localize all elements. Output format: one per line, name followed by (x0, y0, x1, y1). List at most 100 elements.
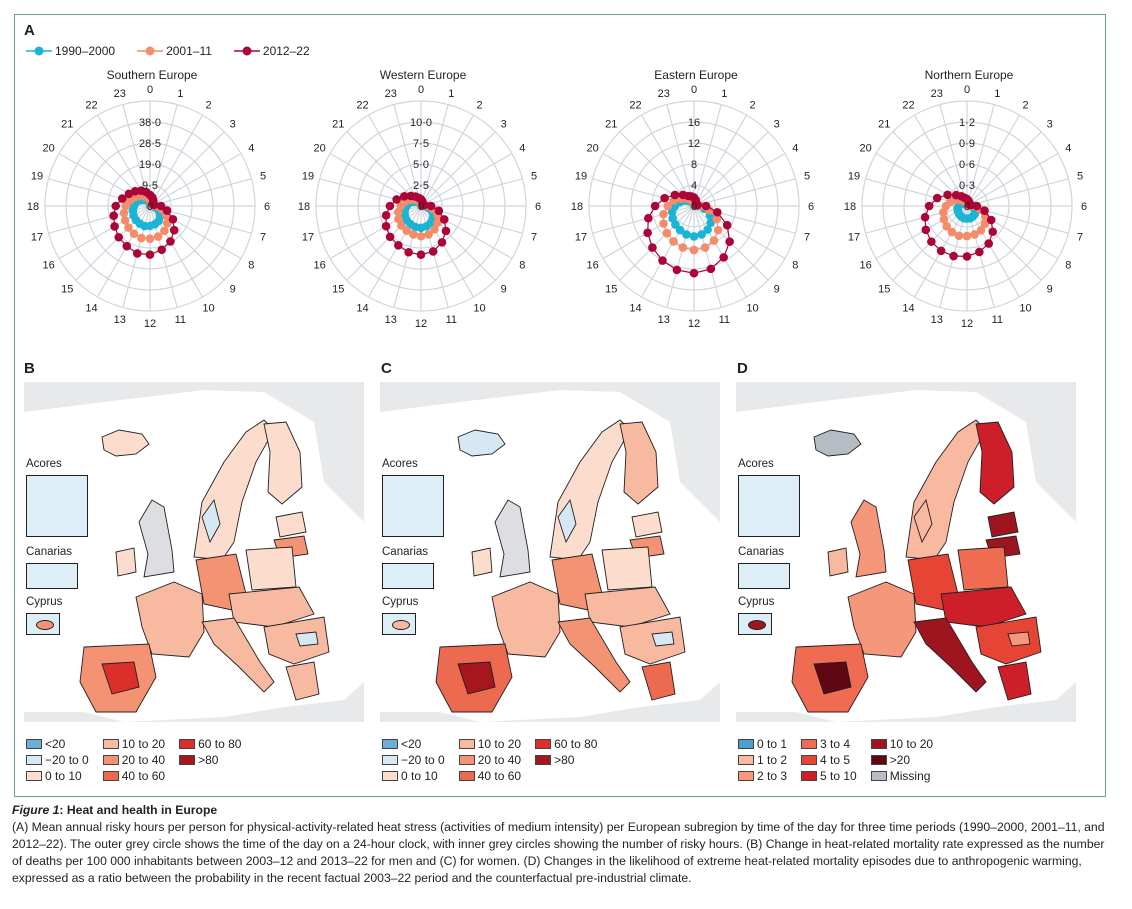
data-point (689, 232, 699, 241)
grid-spoke (393, 104, 422, 207)
hour-label: 11 (446, 314, 457, 326)
hour-label: 10 (202, 302, 214, 314)
cyprus-island (36, 620, 54, 630)
tick-label: 19·0 (139, 159, 161, 171)
legend-label: 2012–22 (262, 44, 310, 58)
hour-label: 22 (902, 100, 914, 112)
legend-swatch (870, 755, 887, 765)
data-point (120, 216, 130, 225)
radial-chart-eastern-europe: Eastern Europe 0 1 2 3 4 5 6 7 8 9 10 11 12 13 14 15 16 1… (561, 66, 831, 346)
legend-label: −20 to 0 (45, 753, 89, 767)
hour-label: 1 (177, 88, 183, 100)
map-panel-c: Acores Canarias Cyprus (380, 382, 720, 722)
data-point (980, 219, 990, 229)
hour-label: 8 (1065, 260, 1071, 272)
data-point (939, 215, 949, 224)
inset-canarias (26, 563, 78, 589)
legend-item: 10 to 20 (458, 736, 521, 752)
non-eu-land (736, 382, 1076, 722)
region-france (135, 581, 205, 658)
data-point (160, 226, 169, 236)
data-point (132, 249, 142, 258)
hour-label: 11 (175, 314, 186, 326)
legend-item: 40 to 60 (458, 768, 521, 784)
caption-label: Figure 1 (12, 803, 60, 817)
tick-label: 12 (688, 138, 700, 150)
grid-spoke (966, 152, 1059, 207)
data-point (962, 252, 972, 261)
data-point (662, 228, 672, 238)
legend-label: 4 to 5 (820, 753, 851, 767)
legend-swatch (801, 739, 818, 749)
panel-a-legend: 1990–2000 2001–11 2012–22 (26, 44, 310, 58)
region-baltic (631, 511, 663, 538)
tick-label: 2·5 (413, 180, 429, 192)
grid-spoke (149, 131, 225, 207)
non-eu-land (24, 382, 364, 722)
data-point (701, 201, 711, 211)
hour-label: 18 (298, 201, 310, 213)
data-point (156, 201, 166, 211)
region-ireland (471, 547, 493, 577)
chart-title: Southern Europe (106, 68, 198, 82)
grid-spoke (693, 205, 748, 298)
legend-label: 20 to 40 (477, 753, 522, 767)
data-point (394, 240, 403, 250)
grid-spoke (966, 114, 1021, 207)
hour-label: 12 (688, 318, 700, 330)
map-legend-b: <20 −20 to 0 0 to 10 10 to 20 20 to 40 40 to … (26, 736, 241, 784)
region-italy (913, 617, 987, 693)
hour-label: 7 (1077, 231, 1083, 243)
hour-label: 14 (356, 302, 368, 314)
data-point (689, 268, 699, 278)
data-point (397, 221, 406, 230)
grid-spoke (693, 178, 796, 207)
hour-label: 18 (571, 201, 583, 213)
data-point (972, 201, 982, 211)
inset-cyprus (382, 613, 416, 635)
tick-label: 0 (147, 201, 153, 213)
data-point (725, 237, 734, 246)
legend-swatch (102, 739, 119, 749)
data-point (414, 193, 424, 203)
map-panel-d: Acores Canarias Cyprus (736, 382, 1076, 722)
hour-label: 8 (519, 260, 525, 272)
data-point (947, 227, 957, 237)
grid-spoke (420, 178, 523, 207)
hour-label: 21 (332, 118, 344, 130)
region-poland (245, 546, 297, 591)
data-point (672, 265, 682, 275)
hour-label: 13 (931, 314, 943, 326)
legend-label: −20 to 0 (401, 753, 445, 767)
europe-map (380, 382, 720, 722)
hour-label: 10 (473, 302, 485, 314)
region-balkansBlue (295, 631, 319, 647)
data-point (936, 246, 946, 256)
tick-label: 0 (964, 201, 970, 213)
hour-label: 13 (114, 314, 126, 326)
grid-spoke (592, 205, 695, 234)
hour-label: 11 (719, 314, 730, 326)
legend-marker-2001-icon (137, 46, 164, 56)
data-point (700, 243, 710, 252)
region-balkansBlue (1007, 631, 1031, 647)
data-point (658, 256, 667, 265)
hour-label: 3 (774, 118, 780, 130)
hour-label: 16 (314, 260, 326, 272)
grid-spoke (393, 205, 422, 308)
hour-label: 12 (961, 318, 973, 330)
region-iberiaHot (101, 661, 140, 695)
region-iceland (101, 429, 150, 457)
data-point (648, 243, 657, 252)
region-central (940, 586, 1027, 628)
legend-item: 0 to 1 (738, 736, 787, 752)
hour-label: 9 (501, 284, 507, 296)
legend-label: <20 (401, 737, 422, 751)
data-point (439, 215, 449, 224)
hour-label: 21 (878, 118, 890, 130)
caption-title: Figure 1: Heat and health in Europe (12, 803, 218, 817)
inset-acores (26, 475, 88, 537)
grid-spoke (966, 205, 1021, 298)
data-point (381, 221, 391, 231)
map-legend-d: 0 to 1 1 to 2 2 to 3 3 to 4 4 to 5 5 to 10 10 … (738, 736, 933, 784)
